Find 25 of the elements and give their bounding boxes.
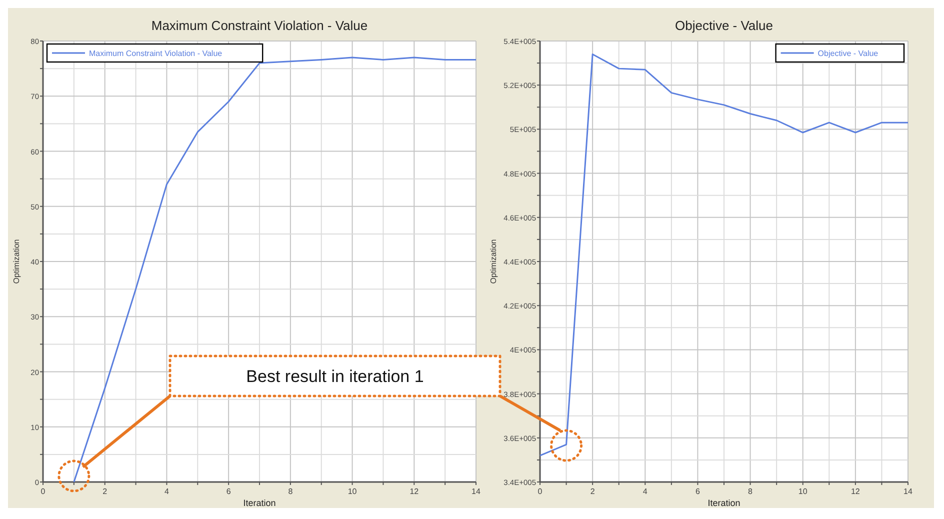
x-tick-label: 14 [472,487,481,496]
x-axis-title: Iteration [243,498,276,508]
chart-title: Maximum Constraint Violation - Value [151,18,368,33]
x-tick-label: 0 [538,487,543,496]
x-tick-label: 14 [904,487,913,496]
x-tick-label: 8 [288,487,294,496]
x-tick-label: 6 [695,487,700,496]
x-tick-label: 2 [102,487,108,496]
x-tick-label: 10 [348,487,358,496]
x-tick-label: 8 [748,487,754,496]
legend-label: Objective - Value [818,49,879,58]
annotation: Best result in iteration 1 [246,367,424,386]
x-tick-label: 6 [226,487,232,496]
x-tick-label: 2 [590,487,596,496]
y-axis-title: Optimization [12,239,21,284]
x-tick-label: 12 [410,487,420,496]
x-axis-title: Iteration [708,498,740,508]
y-axis-title: Optimization [489,239,498,284]
x-tick-label: 10 [798,487,808,496]
x-tick-label: 0 [40,487,46,496]
x-tick-label: 4 [642,487,648,496]
x-tick-label: 12 [850,487,860,496]
x-tick-label: 4 [164,487,170,496]
chart-title: Objective - Value [674,18,774,33]
legend-label: Maximum Constraint Violation - Value [89,49,223,58]
